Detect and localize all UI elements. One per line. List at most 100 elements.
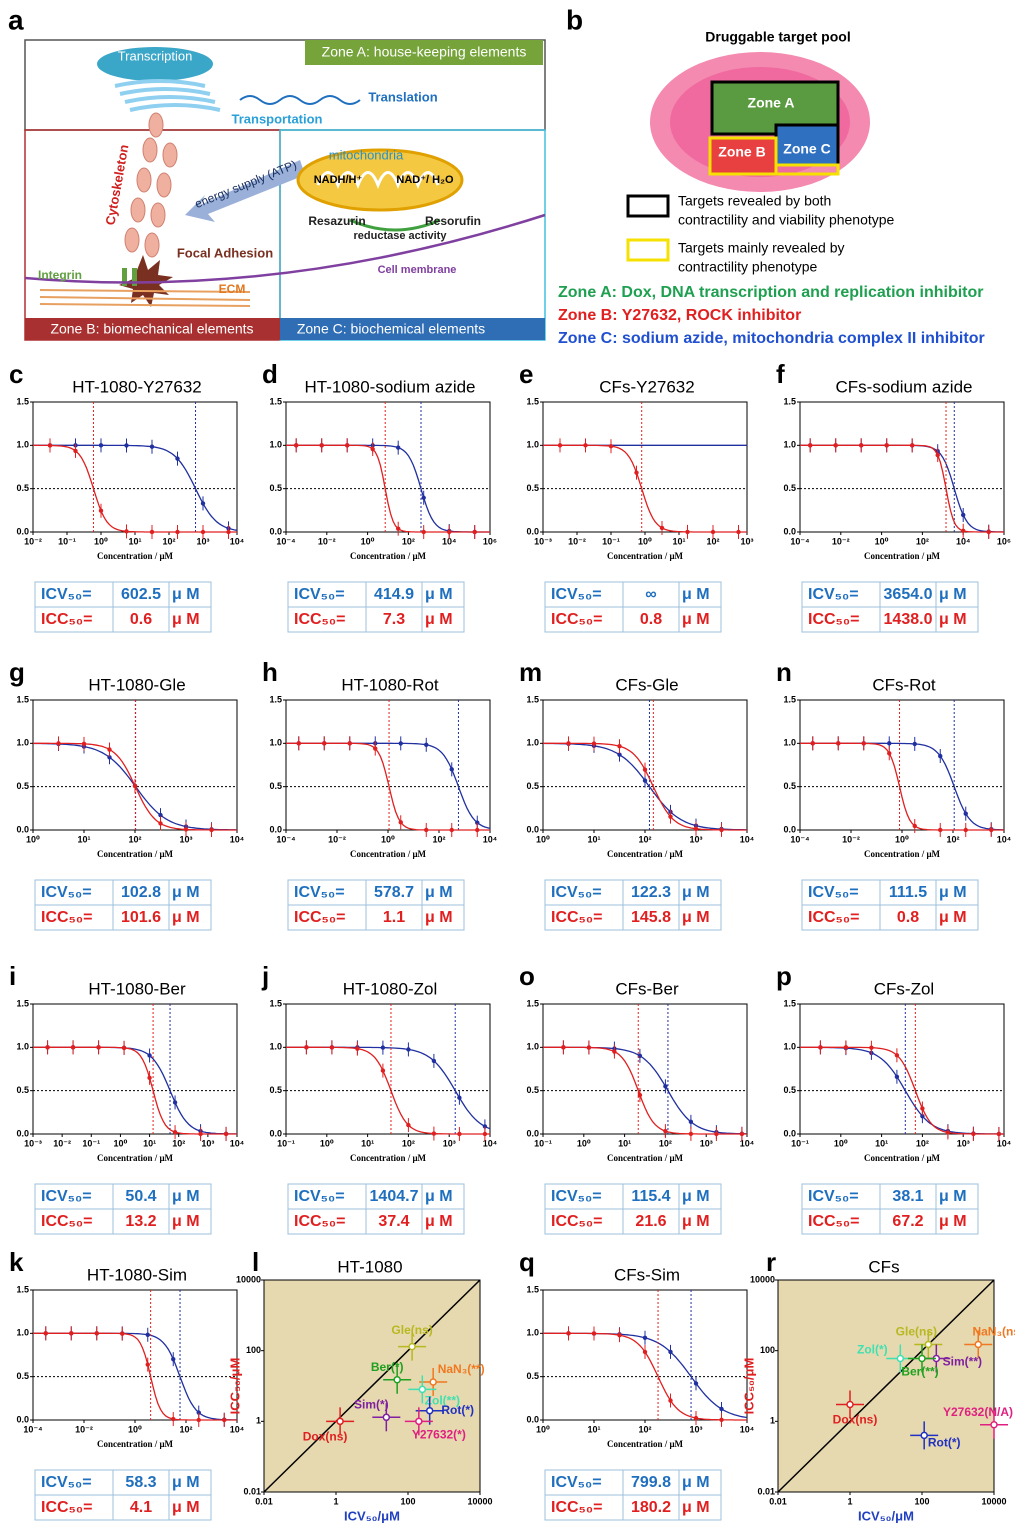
point [425, 1406, 434, 1415]
panel-letter: p [776, 961, 792, 991]
legend-text: contractility phenotype [678, 259, 818, 275]
x-tick-label: 10⁰ [94, 536, 108, 546]
table-value: 50.4 [125, 1188, 156, 1205]
x-tick-label: 10000 [981, 1496, 1006, 1506]
y-tick-label: 1.5 [269, 396, 282, 406]
table-value: 111.5 [889, 884, 927, 901]
point [482, 1131, 488, 1137]
table-value: 122.3 [631, 884, 671, 901]
point [132, 783, 138, 789]
x-tick-label: 10³ [740, 536, 753, 546]
point [961, 512, 966, 518]
diagonal [263, 1279, 481, 1493]
point [121, 1045, 127, 1051]
point [449, 827, 454, 833]
point [124, 529, 129, 534]
x-tick-label: 10⁴ [956, 536, 970, 546]
x-tick-label: 10¹ [587, 834, 600, 844]
table-label: ICC₅₀= [808, 909, 859, 926]
y-tick-label: 0.5 [16, 781, 29, 791]
point [642, 1335, 648, 1341]
point [149, 444, 155, 449]
point [94, 1331, 99, 1336]
y-tick-label: 1.5 [16, 1284, 29, 1294]
x-tick-label: 10⁻² [568, 536, 586, 546]
point [98, 443, 104, 448]
x-tick-label: 10⁶ [483, 536, 497, 546]
x-tick-label: 10² [638, 834, 651, 844]
table-label: ICV₅₀= [41, 1188, 92, 1205]
point [846, 1400, 854, 1409]
label: Cell membrane [378, 264, 457, 276]
point [382, 1413, 391, 1422]
label: NAD⁺/ H₂O [396, 174, 454, 186]
table-value: 180.2 [631, 1499, 671, 1516]
x-axis-label: Concentration / μM [97, 1153, 174, 1163]
table-value: 145.8 [631, 909, 671, 926]
x-tick-label: 10³ [689, 834, 702, 844]
panel-title: HT-1080-Gle [88, 675, 185, 694]
plot-frame [799, 401, 1005, 533]
panel-letter: k [9, 1247, 24, 1277]
point [617, 744, 622, 749]
panel-letter: l [252, 1247, 259, 1277]
x-axis-label: Concentration / μM [97, 849, 174, 859]
x-tick-label: 10⁻⁴ [276, 536, 295, 546]
icv-curve [286, 1046, 491, 1130]
x-tick-label: 10⁴ [740, 834, 754, 844]
point [226, 529, 231, 535]
table-value: 102.8 [121, 884, 161, 901]
point [171, 1416, 176, 1422]
y-tick-label: 1.5 [16, 396, 29, 406]
x-tick-label: 10⁴ [483, 1138, 497, 1148]
panel-title: HT-1080-Ber [88, 979, 186, 998]
table-unit: μ M [172, 586, 200, 603]
x-tick-label: 10⁻¹ [58, 536, 76, 546]
point [415, 1417, 423, 1426]
table-value: 58.3 [125, 1474, 156, 1491]
y-tick-label: 10000 [236, 1274, 261, 1284]
x-tick-label: 1 [847, 1496, 852, 1506]
point [963, 827, 968, 833]
table-label: ICV₅₀= [808, 1188, 859, 1205]
point [355, 1046, 360, 1051]
point [398, 820, 403, 825]
table-label: ICC₅₀= [294, 611, 345, 628]
x-tick-label: 10³ [196, 536, 209, 546]
point [418, 1385, 427, 1394]
point [659, 525, 665, 531]
point [175, 529, 180, 535]
point [56, 741, 61, 746]
point [833, 443, 838, 448]
plot-frame [285, 699, 491, 831]
point [974, 1340, 983, 1349]
table-label: ICC₅₀= [41, 1213, 92, 1230]
x-tick-label: 10¹ [587, 1424, 600, 1434]
icc-curve [800, 742, 1004, 831]
table-label: ICC₅₀= [551, 1213, 602, 1230]
point [475, 827, 480, 833]
y-tick-label: 1.5 [269, 694, 282, 704]
table-label: ICV₅₀= [551, 884, 602, 901]
label: Cytoskeleton [102, 143, 131, 226]
table-value: 7.3 [383, 611, 405, 628]
zone-label: Zone B: biomechanical elements [50, 321, 253, 337]
panel-title: CFs-Ber [615, 979, 679, 998]
zone-line: Zone A: Dox, DNA transcription and repli… [558, 284, 984, 301]
y-tick-label: 0.5 [16, 1085, 29, 1095]
y-tick-label: 0.0 [16, 526, 29, 536]
x-tick-label: 10⁴ [740, 1138, 754, 1148]
y-tick-label: 1.0 [526, 440, 539, 450]
point-label: Y27632(*) [412, 1428, 466, 1442]
x-axis-label: ICV₅₀/μM [858, 1508, 914, 1523]
table-label: ICC₅₀= [551, 1499, 602, 1516]
panel-a-art [24, 39, 546, 341]
icv-curve [33, 444, 238, 531]
y-tick-label: 1.0 [783, 738, 796, 748]
panel-letter: n [776, 657, 792, 687]
x-axis-label: Concentration / μM [97, 1439, 174, 1449]
table-value: 1404.7 [370, 1188, 419, 1205]
table-value: 67.2 [892, 1213, 923, 1230]
x-tick-label: 10⁻² [75, 1424, 93, 1434]
point [158, 812, 163, 818]
